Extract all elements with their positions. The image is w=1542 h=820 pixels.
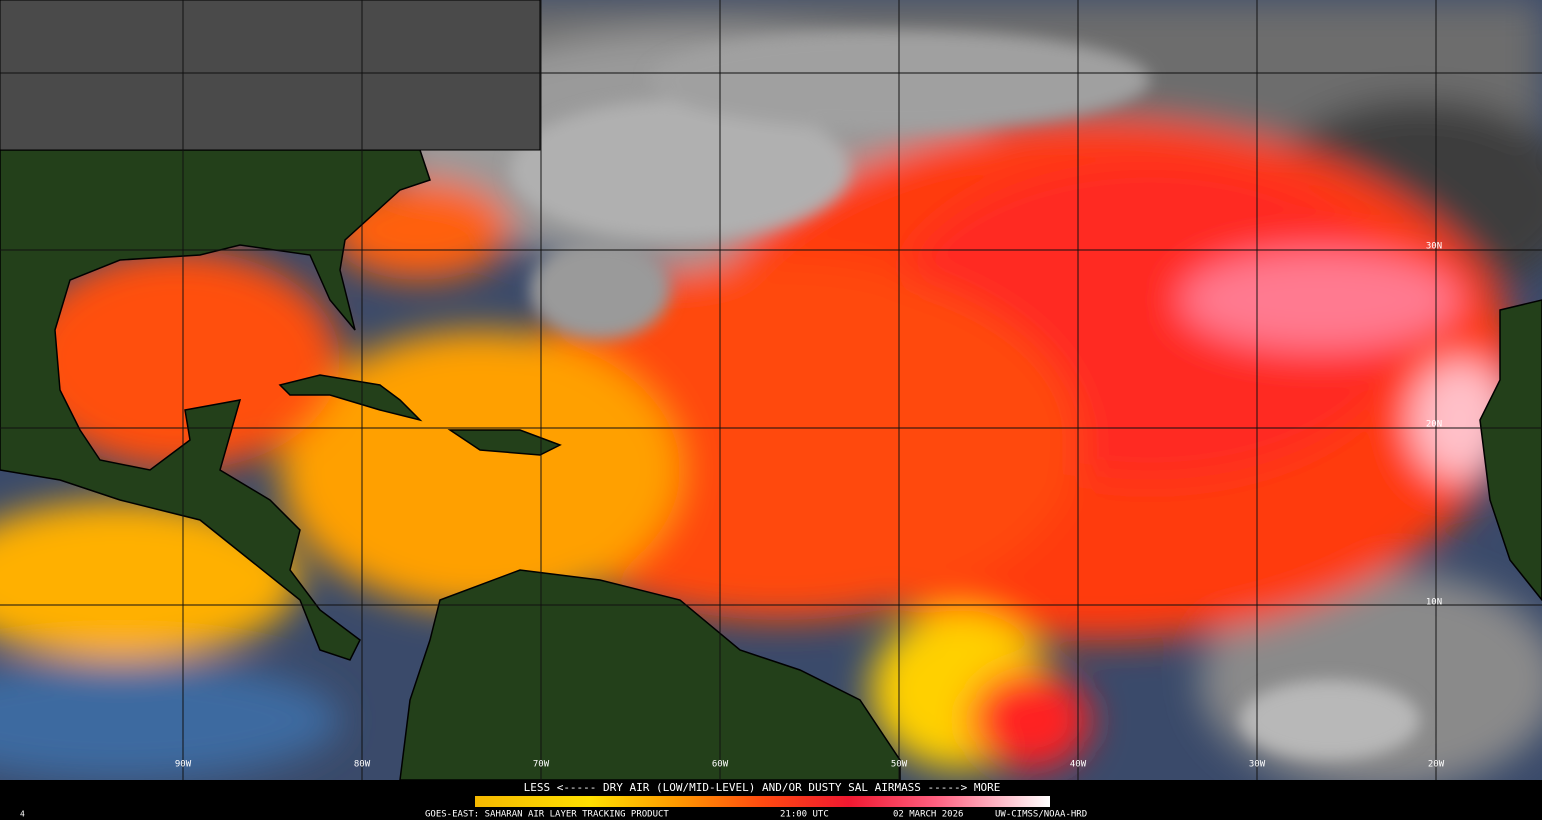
legend-caption: LESS <----- DRY AIR (LOW/MID-LEVEL) AND/… bbox=[524, 781, 1001, 794]
frame-number: 4 bbox=[20, 810, 25, 819]
longitude-label: 30W bbox=[1249, 760, 1266, 770]
longitude-label: 80W bbox=[354, 760, 371, 770]
longitude-label: 60W bbox=[712, 760, 729, 770]
latitude-label: 20N bbox=[1426, 420, 1442, 430]
credit: UW-CIMSS/NOAA-HRD bbox=[995, 810, 1087, 820]
clouds bbox=[510, 30, 1420, 760]
longitude-label: 50W bbox=[891, 760, 908, 770]
longitude-label: 40W bbox=[1070, 760, 1087, 770]
latitude-label: 10N bbox=[1426, 598, 1442, 608]
legend-colorbar bbox=[475, 796, 1050, 807]
latitude-label: 30N bbox=[1426, 242, 1442, 252]
product-name: GOES-EAST: SAHARAN AIR LAYER TRACKING PR… bbox=[425, 810, 669, 820]
longitude-label: 20W bbox=[1428, 760, 1445, 770]
date: 02 MARCH 2026 bbox=[893, 810, 963, 820]
time: 21:00 UTC bbox=[780, 810, 829, 820]
land bbox=[0, 0, 1542, 781]
graticule bbox=[0, 0, 1542, 780]
longitude-label: 90W bbox=[175, 760, 192, 770]
longitude-label: 70W bbox=[533, 760, 550, 770]
